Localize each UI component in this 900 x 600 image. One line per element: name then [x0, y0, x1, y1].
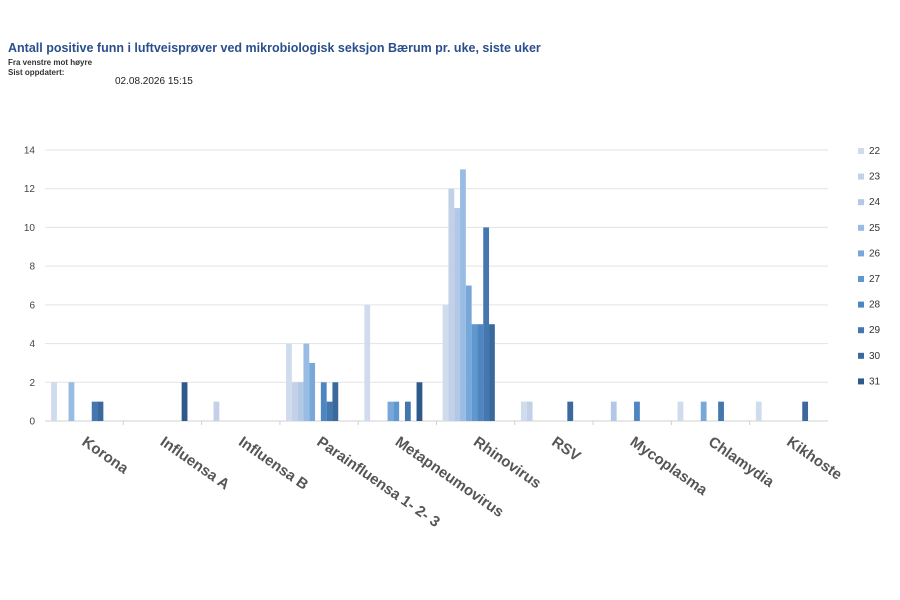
x-category-label: Korona: [79, 433, 132, 477]
legend-swatch: [858, 378, 864, 385]
legend-label: 22: [869, 146, 881, 157]
x-category-label: RSV: [549, 433, 584, 465]
bar-27-6: [471, 324, 478, 421]
bar-29-5: [404, 401, 411, 421]
legend: 22 23 24 25 26 27 28 29 30 31: [858, 146, 881, 387]
bar-24-4: [297, 382, 304, 421]
bar-28-8: [634, 401, 640, 421]
legend-label: 26: [869, 248, 881, 259]
y-tick-label: 10: [24, 223, 36, 234]
legend-swatch: [858, 199, 864, 206]
bar-30-10: [802, 401, 809, 421]
x-category-label: Influensa B: [235, 433, 311, 493]
x-axis-labels: Korona Influensa A Influensa B Parainfluens…: [79, 433, 845, 531]
legend-label: 30: [869, 351, 881, 362]
bar-29-1: [91, 401, 98, 421]
bar-23-4: [291, 382, 298, 421]
y-tick-label: 6: [29, 300, 35, 311]
bar-30-6: [489, 324, 495, 421]
bar-30-7: [567, 401, 574, 421]
bar-31-2: [181, 382, 188, 421]
last-updated-value: 02.08.2026 15:15: [115, 76, 193, 87]
legend-label: 24: [869, 197, 881, 208]
bar-29-9: [718, 401, 724, 421]
legend-label: 28: [869, 300, 881, 311]
bar-22-1: [51, 382, 57, 421]
bar-30-4: [332, 382, 339, 421]
y-tick-label: 12: [24, 184, 36, 195]
bar-25-6: [460, 169, 466, 421]
bar-26-4: [309, 362, 316, 421]
bar-27-5: [393, 401, 400, 421]
bar-23-7: [526, 401, 533, 421]
bar-28-6: [477, 324, 484, 421]
grid-lines: [45, 149, 828, 425]
x-category-label: Kikhoste: [783, 433, 845, 483]
x-category-label: Rhinovirus: [470, 433, 544, 492]
legend-swatch: [858, 327, 864, 334]
legend-label: 31: [869, 376, 881, 387]
x-category-label: Chlamydia: [705, 433, 777, 491]
legend-swatch: [858, 352, 864, 359]
legend-label: 27: [869, 274, 881, 285]
bar-26-6: [465, 285, 472, 421]
y-tick-label: 8: [29, 262, 35, 273]
bar-22-6: [442, 304, 449, 421]
y-axis-ticks: 0 2 4 6 8 10 12 14: [24, 146, 36, 428]
chart-title: Antall positive funn i luftveisprøver ve…: [8, 41, 541, 55]
bar-22-7: [520, 401, 527, 421]
bar-22-4: [286, 343, 292, 421]
bar-25-1: [68, 382, 75, 421]
legend-label: 29: [869, 325, 881, 336]
y-tick-label: 14: [24, 146, 36, 157]
legend-label: 23: [869, 172, 881, 183]
legend-swatch: [858, 173, 864, 180]
bar-28-4: [320, 382, 327, 421]
bar-23-6: [448, 188, 455, 421]
bars: [51, 169, 809, 421]
legend-swatch: [858, 224, 864, 231]
legend-label: 25: [869, 223, 881, 234]
last-updated-label: Sist oppdatert:: [8, 68, 65, 77]
legend-swatch: [858, 148, 864, 154]
legend-swatch: [858, 250, 864, 257]
bar-30-1: [97, 401, 104, 421]
legend-swatch: [858, 276, 864, 282]
bar-25-4: [303, 343, 310, 421]
bar-26-9: [700, 401, 707, 421]
y-tick-label: 2: [29, 378, 35, 389]
chart-subtitle: Fra venstre mot høyre: [8, 58, 93, 67]
x-category-label: Mycoplasma: [627, 433, 711, 499]
bar-22-5: [364, 304, 371, 421]
bar-31-5: [416, 382, 423, 421]
bar-26-5: [387, 401, 394, 421]
x-category-label: Influensa A: [157, 433, 233, 493]
bar-29-6: [483, 227, 490, 421]
bar-24-6: [454, 208, 461, 421]
bar-24-8: [610, 401, 617, 421]
bar-23-3: [213, 401, 220, 421]
y-tick-label: 0: [29, 417, 35, 428]
bar-22-10: [755, 401, 762, 421]
bar-29-4: [326, 401, 333, 421]
y-tick-label: 4: [29, 339, 35, 350]
legend-swatch: [858, 301, 864, 308]
bar-22-9: [677, 401, 684, 421]
